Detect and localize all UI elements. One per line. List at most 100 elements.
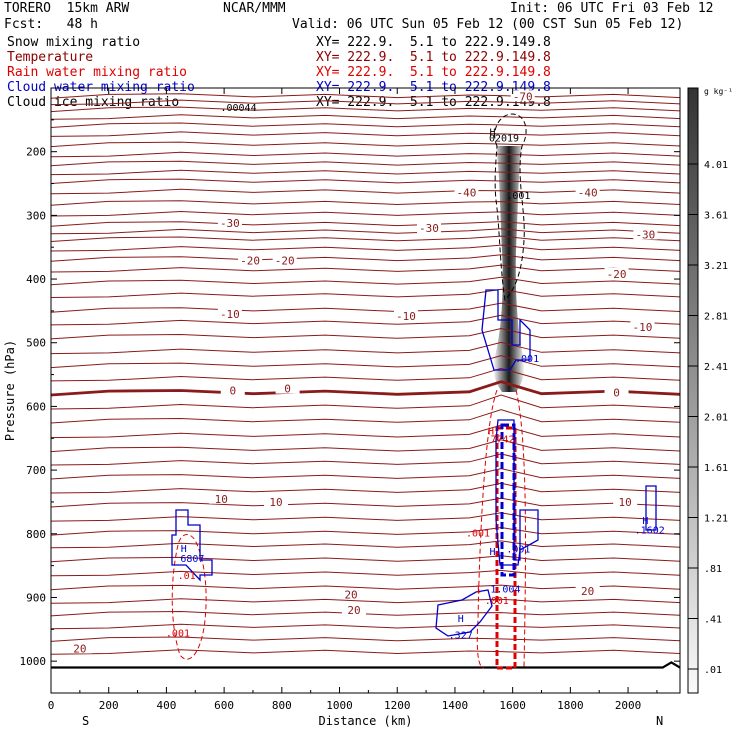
isotherm-line xyxy=(50,526,681,536)
isotherm-label-background xyxy=(217,308,242,320)
isotherm-line xyxy=(50,497,681,508)
isotherm-label: 10 xyxy=(619,496,632,509)
isotherm-line xyxy=(50,221,681,227)
isotherm-label-background xyxy=(272,254,297,266)
isotherm-line xyxy=(50,151,681,158)
colorbar-tick-label: .81 xyxy=(704,564,722,575)
isotherm-label: 0 xyxy=(284,383,291,396)
plot-frame xyxy=(50,87,681,694)
colorbar-tick-label: 1.21 xyxy=(704,514,728,525)
isotherm-line xyxy=(50,394,681,410)
y-tick-label: 1000 xyxy=(20,655,47,668)
isotherm-label: -30 xyxy=(635,228,655,241)
contour-annotation: 02019 xyxy=(489,134,519,145)
y-tick-label: 300 xyxy=(26,209,46,222)
isotherm-line xyxy=(50,409,681,424)
contour-annotation: 6807 xyxy=(180,554,204,565)
isotherm-label-background xyxy=(633,228,658,240)
y-tick-label: 700 xyxy=(26,464,46,477)
isotherm-label: 0 xyxy=(613,386,620,399)
isotherm-label-background xyxy=(510,90,535,102)
y-tick-label: 600 xyxy=(26,400,46,413)
isotherm-label-background xyxy=(238,254,263,266)
isotherm-label-background xyxy=(416,222,441,234)
colorbar xyxy=(687,87,699,694)
isotherm-label: -20 xyxy=(240,255,260,268)
isotherm-line xyxy=(50,569,681,577)
forecast-label: Fcst: 48 h xyxy=(4,17,98,32)
legend-temperature-range: XY= 222.9. 5.1 to 222.9.149.8 xyxy=(316,50,551,65)
isotherm-label-background xyxy=(220,384,245,396)
contour-annotation: H xyxy=(489,127,495,138)
colorbar-tick-label: 3.61 xyxy=(704,211,728,222)
isotherm-label: 10 xyxy=(215,493,228,506)
isotherm-label-background xyxy=(209,492,234,504)
y-axis-title: Pressure (hPa) xyxy=(3,340,17,441)
isotherm-line xyxy=(50,122,681,128)
isotherm-line xyxy=(50,93,681,99)
isotherm-label: -70 xyxy=(513,90,533,103)
isotherm-line xyxy=(50,276,681,286)
y-tick-label: 500 xyxy=(26,337,46,350)
isotherm-label: -30 xyxy=(419,222,439,235)
init-label: Init: 06 UTC Fri 03 Feb 12 xyxy=(510,1,714,16)
isotherm-line xyxy=(50,244,681,252)
x-tick-label: 800 xyxy=(272,699,292,712)
isotherm-line xyxy=(50,200,681,206)
legend-snow: Snow mixing ratio xyxy=(7,35,141,50)
isotherm-line xyxy=(50,512,681,522)
x-tick-label: 400 xyxy=(156,699,176,712)
colorbar-tick-label: 2.81 xyxy=(704,312,728,323)
isotherm-line xyxy=(50,649,681,655)
isotherm-label-background xyxy=(454,186,479,198)
isotherm-line xyxy=(50,188,681,195)
contour-annotation: 1.004 xyxy=(490,585,520,596)
colorbar-tick-label: .41 xyxy=(704,615,722,626)
contour-annotation: .1602 xyxy=(635,525,665,536)
north-label: N xyxy=(656,714,663,728)
isotherm-line xyxy=(50,228,681,235)
contour-annotation: .001 xyxy=(166,629,190,640)
isotherm-label-background xyxy=(264,495,289,507)
contour-annotation: .001 xyxy=(515,354,539,365)
isotherm-line xyxy=(50,141,681,148)
contour-annotation: H xyxy=(488,427,494,438)
isotherm-label: 20 xyxy=(344,588,357,601)
isotherm-line xyxy=(50,210,681,217)
isotherm-label: 20 xyxy=(581,585,594,598)
isotherm-line xyxy=(50,106,681,113)
colorbar-tick-label: 2.01 xyxy=(704,413,728,424)
isotherm-label-background xyxy=(275,382,300,394)
x-tick-label: 200 xyxy=(99,699,119,712)
isotherm-line xyxy=(50,424,681,439)
x-tick-label: 1600 xyxy=(499,699,526,712)
isotherm-line xyxy=(50,235,681,242)
isotherm-label: 20 xyxy=(73,642,86,655)
isotherm-label: -40 xyxy=(457,186,477,199)
rain-water-contour-west xyxy=(171,534,207,660)
isotherm-line xyxy=(50,468,681,480)
contour-annotation: 7742 xyxy=(491,434,515,445)
freezing-isotherm xyxy=(50,380,681,397)
isotherm-label: 20 xyxy=(347,604,360,617)
isotherm-line xyxy=(50,327,681,340)
cloud-water-contour-north xyxy=(645,485,657,531)
y-tick-label: 900 xyxy=(26,591,46,604)
isotherm-label-background xyxy=(393,309,418,321)
x-tick-label: 2000 xyxy=(615,699,642,712)
model-label: TORERO 15km ARW xyxy=(4,1,130,16)
colorbar-tick-label: 4.01 xyxy=(704,160,728,171)
isotherm-label: -30 xyxy=(220,217,240,230)
isotherm-line xyxy=(50,264,681,273)
isotherm-line xyxy=(50,302,681,313)
contour-annotation: H xyxy=(458,614,464,625)
x-tick-label: 1000 xyxy=(326,699,353,712)
colorbar-tick-label: 1.61 xyxy=(704,463,728,474)
x-tick-label: 1200 xyxy=(384,699,411,712)
cloud-water-contour-low xyxy=(435,589,493,637)
legend-rain-range: XY= 222.9. 5.1 to 222.9.149.8 xyxy=(316,65,551,80)
isotherm-line xyxy=(50,178,681,184)
rain-water-contour xyxy=(476,389,527,669)
contour-annotation: .001 xyxy=(485,596,509,607)
colorbar-tick-label: .01 xyxy=(704,665,722,676)
